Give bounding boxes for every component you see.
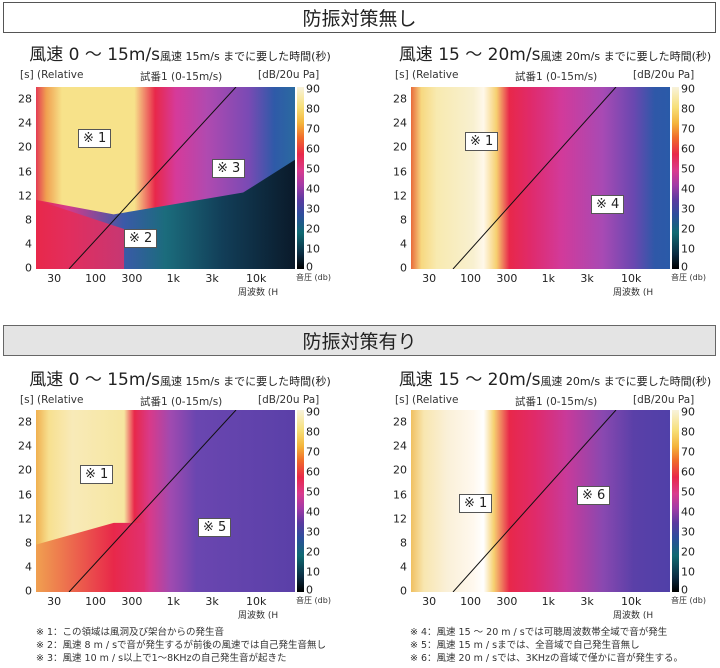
trial-label: 試番1 (0-15m/s): [140, 71, 223, 83]
panel-title: 風速 0 ～ 15m/s風速 15m/s までに要した時間(秒): [29, 370, 331, 390]
section-header-no-vibration-control: 防振対策無し: [3, 2, 716, 33]
colorbar: [672, 410, 679, 592]
note-5: ※ 5：風速 15 m / sまでは、全音域で自己発生音無し: [410, 640, 640, 651]
colorbar-unit-label: [dB/20u Pa]: [633, 69, 695, 81]
colorbar-ticks: 90 80 70 60 50 40 30 20 10 0: [681, 405, 695, 597]
annotation-5: ※ 5: [198, 518, 232, 537]
y-axis-ticks: 28 24 20 16 12 8 4 0: [18, 415, 32, 598]
diagonal-line: [68, 87, 237, 269]
note-2: ※ 2：風速 8 m / sで音が発生するが前後の風速では自己発生音無し: [36, 640, 327, 651]
section-header-with-vibration-control: 防振対策有り: [3, 325, 716, 356]
colorbar-ticks: 90 80 70 60 50 40 30 20 10 0: [681, 82, 695, 274]
colorbar-label: 音圧 (db): [296, 273, 331, 282]
annotation-6: ※ 6: [577, 486, 611, 505]
colorbar-ticks: 90 80 70 60 50 40 30 20 10 0: [306, 82, 320, 274]
colorbar-unit-label: [dB/20u Pa]: [633, 394, 695, 406]
colorbar-label: 音圧 (db): [296, 596, 331, 605]
x-axis-ticks: 30 100 300 1k 3k 10k: [422, 595, 642, 608]
note-6: ※ 6：風速 20 m / sでは、3KHzの音域で僅かに音が発生する。: [410, 653, 684, 664]
heatmap: ※ 1 ※ 4: [411, 87, 670, 269]
colorbar-label: 音圧 (db): [671, 596, 706, 605]
heatmap: ※ 1 ※ 6: [411, 410, 670, 592]
x-axis-ticks: 30 100 300 1k 3k 10k: [47, 595, 267, 608]
y-axis-unit-label: [s] (Relative: [395, 69, 459, 81]
colorbar: [297, 87, 304, 269]
annotation-1: ※ 1: [78, 129, 112, 148]
note-4: ※ 4：風速 15 ～ 20 m / sでは可聴周波数帯全域で音が発生: [410, 627, 668, 638]
x-axis-label: 周波数 (H: [238, 288, 279, 298]
heatmap: ※ 1 ※ 5: [36, 410, 295, 592]
annotation-4: ※ 4: [591, 195, 625, 214]
y-axis-unit-label: [s] (Relative: [20, 394, 84, 406]
spectrogram-panel-with-control-15-20: 風速 15 ～ 20m/s風速 20m/s までに要した時間(秒) [s] (R…: [375, 365, 720, 645]
note-1: ※ 1：この領域は風洞及び架台からの発生音: [36, 627, 225, 638]
y-axis-unit-label: [s] (Relative: [20, 69, 84, 81]
annotation-1: ※ 1: [465, 132, 499, 151]
spectrogram-panel-no-control-0-15: 風速 0 ～ 15m/s風速 15m/s までに要した時間(秒) [s] (Re…: [0, 40, 360, 320]
colorbar-ticks: 90 80 70 60 50 40 30 20 10 0: [306, 405, 320, 597]
notes-right: ※ 4：風速 15 ～ 20 m / sでは可聴周波数帯全域で音が発生 ※ 5：…: [410, 626, 683, 665]
y-axis-ticks: 28 24 20 16 12 8 4 0: [393, 415, 407, 598]
y-axis-ticks: 28 24 20 16 12 8 4 0: [393, 92, 407, 275]
note-3: ※ 3：風速 10 m / s以上で1～8KHzの自己発生音が起きた: [36, 653, 287, 664]
x-axis-label: 周波数 (H: [238, 611, 279, 621]
y-axis-unit-label: [s] (Relative: [395, 394, 459, 406]
trial-label: 試番1 (0-15m/s): [515, 71, 598, 83]
notes-left: ※ 1：この領域は風洞及び架台からの発生音 ※ 2：風速 8 m / sで音が発…: [36, 626, 326, 665]
panel-title: 風速 15 ～ 20m/s風速 20m/s までに要した時間(秒): [398, 45, 712, 65]
colorbar-label: 音圧 (db): [671, 273, 706, 282]
colorbar-unit-label: [dB/20u Pa]: [258, 69, 320, 81]
x-axis-ticks: 30 100 300 1k 3k 10k: [47, 272, 267, 285]
trial-label: 試番1 (0-15m/s): [515, 396, 598, 408]
panel-title: 風速 15 ～ 20m/s風速 20m/s までに要した時間(秒): [398, 370, 712, 390]
colorbar: [297, 410, 304, 592]
annotation-1: ※ 1: [80, 465, 114, 484]
x-axis-label: 周波数 (H: [613, 611, 654, 621]
annotation-1: ※ 1: [459, 494, 493, 513]
panel-title: 風速 0 ～ 15m/s風速 15m/s までに要した時間(秒): [29, 45, 331, 65]
trial-label: 試番1 (0-15m/s): [140, 396, 223, 408]
x-axis-label: 周波数 (H: [613, 288, 654, 298]
annotation-2: ※ 2: [124, 229, 158, 248]
y-axis-ticks: 28 24 20 16 12 8 4 0: [18, 92, 32, 275]
spectrogram-panel-no-control-15-20: 風速 15 ～ 20m/s風速 20m/s までに要した時間(秒) [s] (R…: [375, 40, 720, 320]
annotation-3: ※ 3: [212, 159, 246, 178]
heatmap: ※ 1 ※ 2 ※ 3: [36, 87, 295, 269]
colorbar-unit-label: [dB/20u Pa]: [258, 394, 320, 406]
colorbar: [672, 87, 679, 269]
x-axis-ticks: 30 100 300 1k 3k 10k: [422, 272, 642, 285]
spectrogram-panel-with-control-0-15: 風速 0 ～ 15m/s風速 15m/s までに要した時間(秒) [s] (Re…: [0, 365, 360, 645]
